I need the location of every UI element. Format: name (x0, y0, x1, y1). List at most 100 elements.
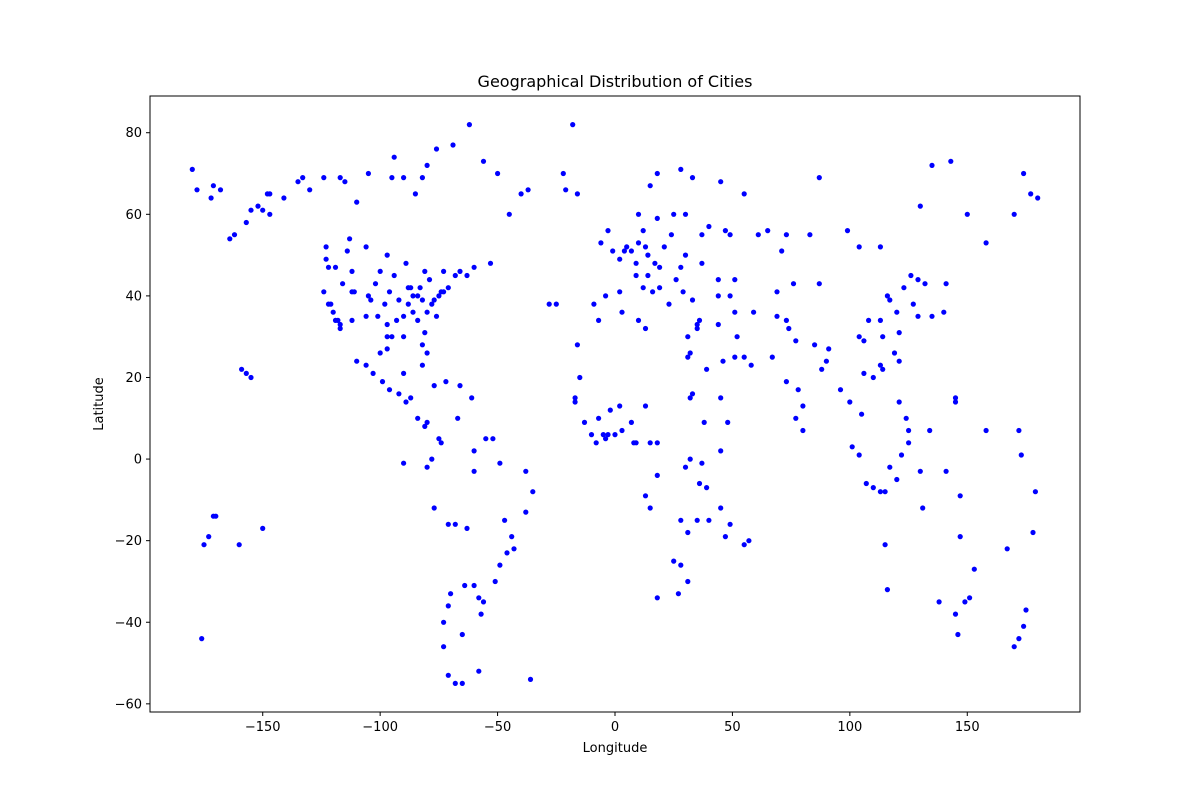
data-point (471, 448, 477, 454)
data-point (466, 122, 472, 128)
data-point (429, 301, 435, 307)
data-point (342, 179, 348, 185)
data-point (217, 187, 224, 193)
data-point (201, 542, 207, 548)
data-point (859, 411, 865, 417)
data-point (915, 313, 921, 319)
data-point (365, 293, 371, 299)
data-point (574, 342, 581, 348)
data-point (384, 334, 390, 340)
data-point (732, 354, 738, 360)
data-point (1016, 636, 1022, 642)
data-point (405, 301, 411, 307)
data-point (417, 285, 423, 291)
data-point (483, 436, 489, 442)
data-point (349, 268, 355, 274)
data-point (347, 236, 353, 242)
data-point (354, 199, 360, 205)
data-point (464, 272, 470, 279)
data-point (943, 468, 949, 474)
y-tick-label: 40 (125, 289, 142, 304)
data-point (403, 399, 409, 405)
data-point (572, 399, 578, 405)
y-tick-label: 20 (125, 371, 142, 386)
data-point (441, 619, 447, 625)
data-point (1032, 489, 1038, 495)
data-point (957, 534, 963, 540)
data-point (675, 591, 682, 597)
data-point (419, 342, 425, 348)
data-point (255, 203, 261, 209)
data-point (793, 338, 799, 344)
data-point (617, 289, 623, 295)
data-point (856, 334, 862, 340)
data-point (452, 521, 458, 527)
data-point (800, 403, 806, 409)
data-point (448, 591, 454, 597)
data-point (431, 505, 437, 511)
data-point (635, 211, 642, 217)
data-point (401, 175, 407, 181)
data-point (621, 248, 628, 254)
data-point (321, 175, 327, 181)
data-point (706, 223, 712, 230)
data-point (426, 277, 433, 283)
data-point (671, 211, 677, 217)
data-point (628, 248, 635, 254)
data-point (957, 493, 963, 499)
data-point (793, 415, 799, 421)
data-point (884, 587, 891, 593)
data-point (861, 338, 867, 344)
data-point (727, 232, 733, 238)
data-point (1021, 623, 1027, 629)
data-point (410, 293, 416, 299)
data-point (574, 191, 581, 197)
data-point (619, 427, 625, 434)
data-point (962, 599, 968, 605)
data-point (267, 191, 273, 197)
data-point (685, 529, 691, 536)
data-point (384, 252, 390, 258)
data-point (823, 358, 830, 364)
chart-title: Geographical Distribution of Cities (478, 72, 753, 91)
data-point (391, 272, 397, 279)
data-point (431, 297, 437, 303)
data-point (650, 289, 656, 295)
data-point (725, 419, 731, 425)
data-point (600, 432, 606, 438)
data-point (685, 354, 691, 360)
data-point (682, 464, 689, 470)
data-point (699, 232, 705, 238)
data-point (443, 379, 449, 385)
data-point (882, 489, 888, 495)
data-point (239, 366, 245, 372)
data-point (384, 346, 390, 352)
data-point (877, 244, 884, 250)
data-point (405, 285, 411, 291)
y-axis-label: Latitude (92, 377, 107, 431)
data-point (689, 297, 696, 303)
data-point (715, 293, 721, 299)
data-point (971, 566, 977, 572)
data-point (386, 289, 393, 295)
data-point (870, 485, 876, 491)
data-point (910, 301, 916, 307)
data-point (786, 325, 792, 332)
data-point (267, 211, 273, 217)
data-point (1023, 607, 1029, 613)
data-point (706, 517, 712, 523)
data-point (354, 358, 360, 364)
data-point (779, 248, 785, 254)
data-point (783, 317, 790, 323)
data-point (281, 195, 287, 201)
data-point (415, 317, 421, 323)
data-point (307, 187, 313, 193)
y-tick-label: −60 (115, 697, 142, 712)
data-point (682, 252, 689, 258)
data-point (704, 485, 710, 491)
data-point (389, 334, 395, 340)
data-point (464, 525, 470, 532)
data-point (553, 301, 559, 307)
